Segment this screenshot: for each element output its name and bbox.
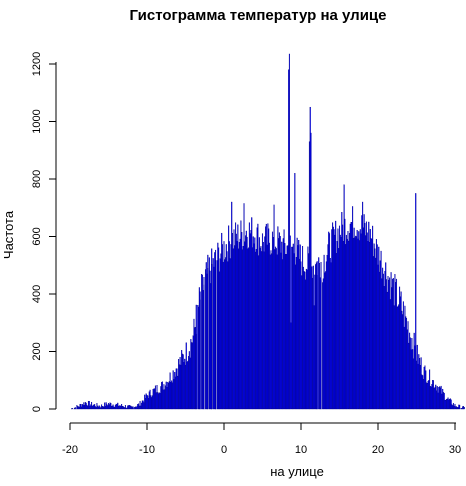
histogram-bar bbox=[211, 264, 213, 410]
y-tick-label: 1000 bbox=[31, 109, 43, 133]
histogram-bar bbox=[139, 401, 141, 410]
x-tick-label: 20 bbox=[372, 444, 384, 456]
histogram-bar bbox=[117, 402, 119, 410]
x-tick-label: 0 bbox=[221, 444, 227, 456]
histogram-bar bbox=[132, 406, 134, 410]
x-tick-label: 30 bbox=[449, 444, 461, 456]
y-tick-label: 1200 bbox=[31, 52, 43, 76]
histogram-bar bbox=[316, 261, 318, 410]
x-tick-label: 10 bbox=[295, 444, 307, 456]
histogram-bar bbox=[459, 404, 461, 410]
histogram-bar bbox=[195, 304, 197, 410]
y-tick-label: 800 bbox=[31, 170, 43, 188]
x-tick-label: -10 bbox=[139, 444, 155, 456]
histogram-bar bbox=[207, 268, 209, 410]
histogram-bars bbox=[71, 53, 465, 410]
histogram-bar bbox=[74, 407, 76, 410]
y-tick-label: 600 bbox=[31, 227, 43, 245]
histogram-bar bbox=[289, 235, 291, 410]
histogram-bar bbox=[463, 407, 465, 410]
histogram-bar bbox=[88, 401, 90, 410]
histogram-bar bbox=[415, 193, 417, 410]
histogram-bar bbox=[80, 404, 82, 410]
histogram-bar bbox=[124, 405, 126, 410]
histogram-bar bbox=[320, 262, 322, 410]
histogram-bar bbox=[288, 53, 290, 410]
x-tick-label: -20 bbox=[62, 444, 78, 456]
x-axis-title: на улице bbox=[270, 464, 324, 479]
histogram-bar bbox=[91, 401, 93, 410]
histogram-bar bbox=[104, 402, 106, 410]
histogram-bar bbox=[71, 408, 73, 410]
y-tick-label: 400 bbox=[31, 285, 43, 303]
y-axis-title: Частота bbox=[1, 210, 16, 259]
y-axis-ticks: 0 200 400 600 800 1000 1200 bbox=[31, 52, 56, 412]
chart-title: Гистограмма температур на улице bbox=[130, 7, 387, 24]
y-tick-label: 0 bbox=[31, 406, 43, 412]
y-tick-label: 200 bbox=[31, 342, 43, 360]
histogram-bar bbox=[199, 299, 201, 410]
histogram-bar bbox=[203, 277, 205, 410]
histogram-bar bbox=[214, 260, 217, 410]
x-axis-ticks: -20 -10 0 10 20 30 bbox=[62, 423, 461, 456]
